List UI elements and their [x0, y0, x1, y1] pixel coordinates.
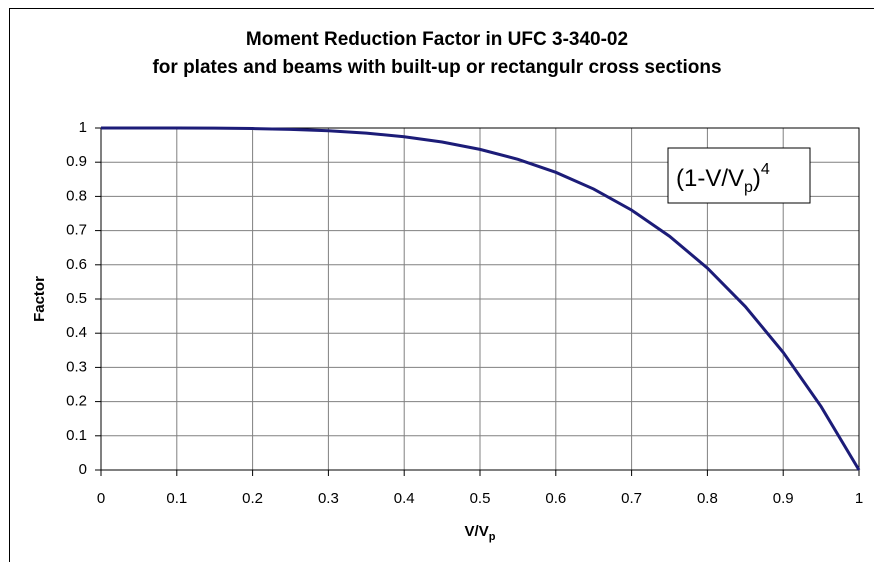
x-tick-label: 0.8	[697, 490, 718, 507]
x-axis-label: V/Vp	[465, 523, 496, 543]
annotation: (1-V/Vp)4	[676, 161, 770, 196]
x-tick-label: 0	[97, 490, 105, 507]
annotation-sup: 4	[761, 161, 770, 178]
y-tick-label: 0.7	[66, 222, 87, 239]
plot-border	[100, 127, 860, 471]
y-tick-label: 0.2	[66, 393, 87, 410]
annotation-text: (1-V/V	[676, 165, 744, 192]
x-tick-label: 0.3	[318, 490, 339, 507]
x-label-text: V/V	[465, 523, 489, 540]
x-tick-label: 0.6	[545, 490, 566, 507]
y-tick-label: 0	[79, 461, 87, 478]
x-tick-label: 0.5	[470, 490, 491, 507]
x-tick-label: 0.7	[621, 490, 642, 507]
y-tick-label: 0.8	[66, 187, 87, 204]
y-axis-label: Factor	[31, 276, 48, 322]
chart-subtitle: for plates and beams with built-up or re…	[152, 57, 721, 78]
chart-frame	[9, 8, 874, 562]
x-tick-label: 0.2	[242, 490, 263, 507]
annotation-sub: p	[744, 179, 753, 196]
x-tick-label: 0.4	[394, 490, 415, 507]
x-label-sub: p	[489, 531, 496, 543]
line-series	[101, 126, 861, 471]
y-tick-label: 0.6	[66, 256, 87, 273]
y-tick-label: 0.5	[66, 290, 87, 307]
annotation-after: )	[753, 165, 761, 192]
y-tick-label: 0.3	[66, 358, 87, 375]
x-tick-label: 0.9	[773, 490, 794, 507]
annotation-box	[667, 147, 811, 204]
x-tick-label: 1	[855, 490, 863, 507]
x-tick-label: 0.1	[166, 490, 187, 507]
chart-title: Moment Reduction Factor in UFC 3-340-02	[246, 29, 628, 50]
y-tick-label: 0.4	[66, 324, 87, 341]
y-tick-label: 0.1	[66, 427, 87, 444]
y-tick-label: 0.9	[66, 153, 87, 170]
y-tick-label: 1	[79, 119, 87, 136]
